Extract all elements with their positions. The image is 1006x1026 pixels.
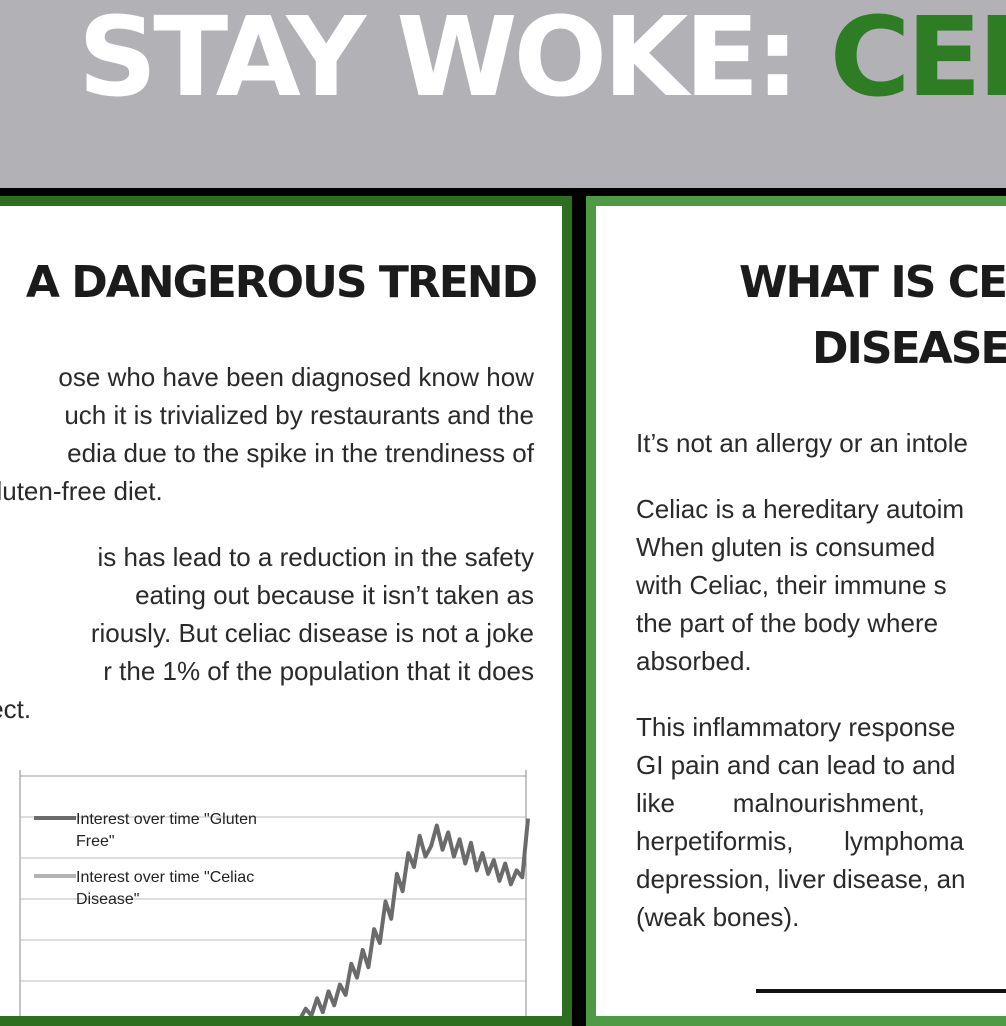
chart-legend-label-line: Free" (76, 833, 115, 850)
poster-title: STAY WOKE: CEL (78, 0, 1006, 122)
chart-legend-label-0: Interest over time "Gluten Free" (76, 811, 257, 850)
text-line: GI pain and can lead to and (636, 750, 956, 780)
text-line: This inflammatory response (636, 712, 956, 742)
text-line: eating out because it isn’t taken as (135, 580, 534, 610)
left-panel: A DANGEROUS TREND ose who have been diag… (0, 196, 572, 1026)
right-panel-title-line-2: DISEASE? (812, 323, 1006, 374)
left-paragraph-2: is has lead to a reduction in the safety… (0, 538, 534, 728)
text-line: (weak bones). (636, 902, 800, 932)
text-line: When gluten is consumed (636, 532, 936, 562)
text-line: is has lead to a reduction in the safety (97, 542, 535, 572)
left-paragraph-1: ose who have been diagnosed know how uch… (0, 358, 534, 510)
chart-legend-label-line: Disease" (76, 891, 139, 908)
poster-title-green: CEL (829, 0, 1006, 121)
right-paragraph-2: Celiac is a hereditary autoim When glute… (636, 490, 964, 680)
text-line: herpetiformis, lymphoma (636, 826, 964, 856)
chart-svg: Interest over time "Gluten Free"Interest … (19, 770, 530, 1016)
text-line: riously. But celiac disease is not a jok… (90, 618, 534, 648)
right-panel-title-line-1: WHAT IS CEL (739, 257, 1006, 308)
chart-legend-label-1: Interest over time "Celiac Disease" (76, 869, 254, 908)
text-line: edia due to the spike in the trendiness … (67, 438, 534, 468)
text-line: fect. (0, 694, 32, 724)
left-panel-title: A DANGEROUS TREND (25, 257, 538, 308)
section-divider (756, 989, 1006, 993)
text-line: depression, liver disease, an (636, 864, 966, 894)
text-line: with Celiac, their immune s (636, 570, 947, 600)
text-line: ose who have been diagnosed know how (58, 362, 534, 392)
chart-series-line-0 (299, 818, 530, 1016)
text-line: r the 1% of the population that it does (103, 656, 534, 686)
right-paragraph-3: This inflammatory response GI pain and c… (636, 708, 966, 936)
poster-title-white: STAY WOKE: (78, 0, 830, 121)
text-line: It’s not an allergy or an intole (636, 428, 968, 458)
right-panel: WHAT IS CEL DISEASE? It’s not an allergy… (586, 196, 1006, 1026)
chart-legend-label-line: Interest over time "Celiac (76, 869, 254, 886)
text-line: uch it is trivialized by restaurants and… (64, 400, 534, 430)
text-line: like malnourishment, (636, 788, 925, 818)
right-paragraph-1: It’s not an allergy or an intole (636, 424, 968, 462)
poster-header: STAY WOKE: CEL (0, 0, 1006, 188)
text-line: Celiac is a hereditary autoim (636, 494, 965, 524)
text-line: the part of the body where (636, 608, 939, 638)
interest-over-time-chart: Interest over time "Gluten Free" Interest … (10, 766, 542, 1016)
text-line: gluten-free diet. (0, 476, 163, 506)
chart-legend-label-line: Interest over time "Gluten (76, 811, 257, 828)
text-line: absorbed. (636, 646, 752, 676)
